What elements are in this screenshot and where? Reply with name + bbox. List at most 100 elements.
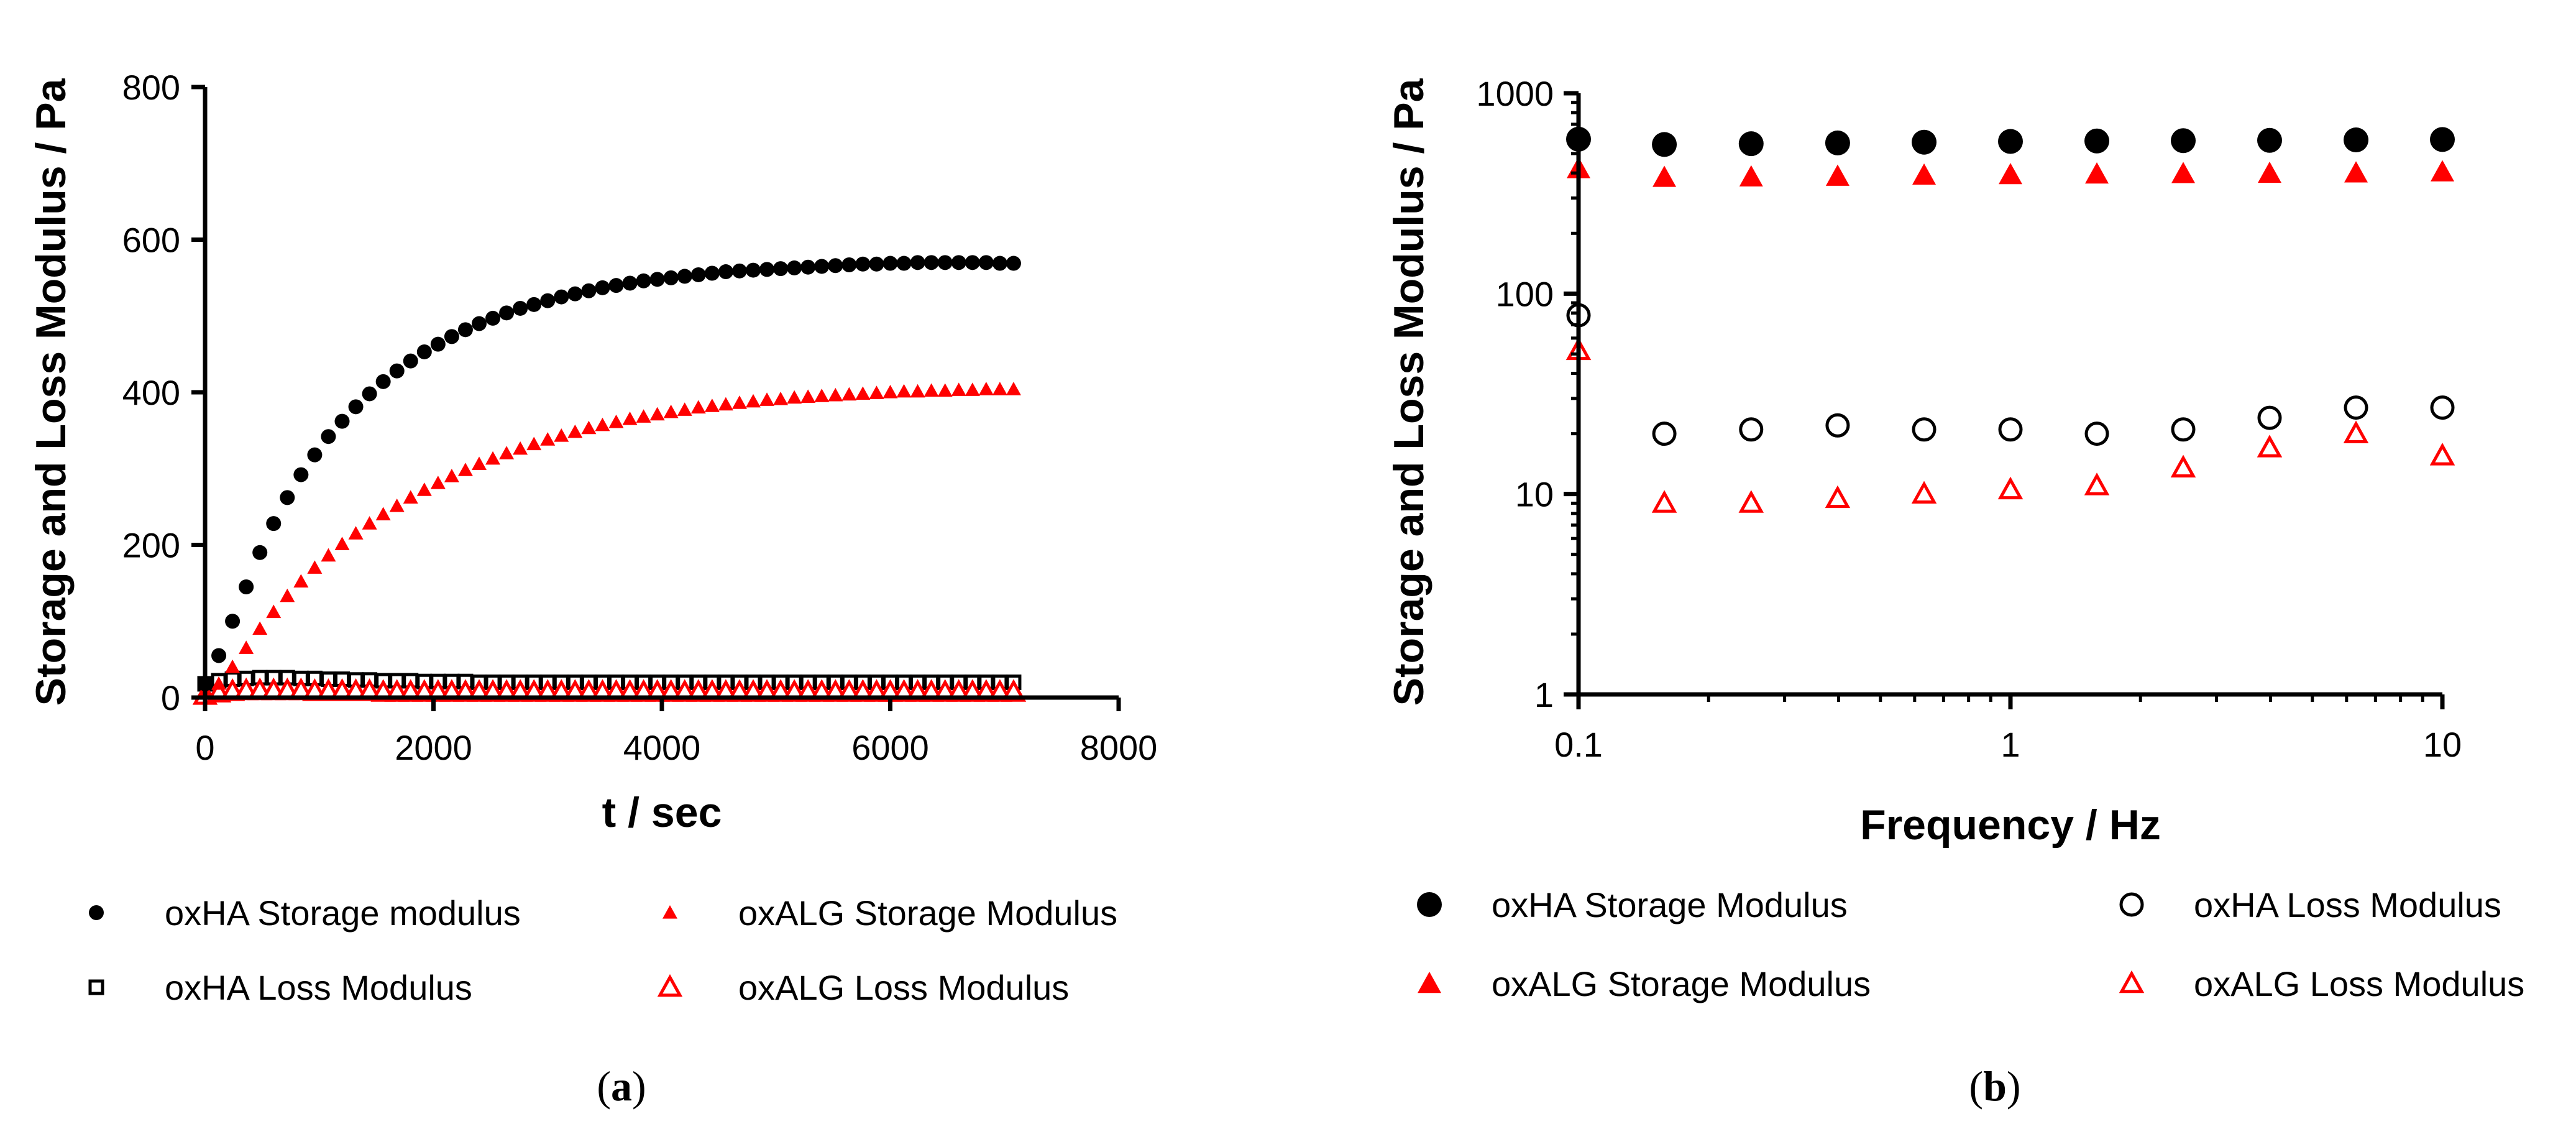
chart-b-point-oxalg-storage-modulus [2171, 162, 2196, 183]
chart-b-point-oxalg-storage-modulus [1739, 165, 1763, 187]
chart-a-legend-marker-oxalg-storage-modulus [662, 905, 677, 919]
chart-b-point-oxha-loss-modulus [2430, 395, 2455, 420]
chart-a-point-oxha-storage-modulus [718, 264, 733, 280]
chart-a-point-oxha-storage-modulus [855, 256, 871, 272]
chart-b-legend: oxHA Storage Modulus oxHA Loss Modulus oxA… [1417, 885, 2524, 1003]
chart-a-point-oxha-storage-modulus [814, 259, 830, 274]
chart-b-x-tick-label: 10 [2423, 725, 2462, 764]
chart-a-point-oxha-storage-modulus [800, 259, 816, 275]
chart-b-point-oxalg-storage-modulus [1999, 163, 2022, 185]
chart-b-point-oxha-storage-modulus [1738, 131, 1764, 157]
chart-a-point-oxalg-storage-modulus [663, 404, 679, 418]
chart-a-point-oxha-storage-modulus [787, 260, 802, 275]
chart-a-point-oxalg-storage-modulus [457, 463, 473, 476]
chart-b-caption: (b) [1969, 1062, 2020, 1110]
chart-a-point-oxha-storage-modulus [375, 374, 391, 389]
chart-b-point-oxha-loss-modulus [2344, 395, 2368, 420]
chart-b-point-oxha-storage-modulus [2171, 128, 2196, 154]
chart-a-point-oxha-storage-modulus [526, 297, 542, 312]
chart-b-y-tick-label: 10 [1515, 475, 1554, 514]
chart-a-point-oxalg-storage-modulus [444, 469, 459, 482]
chart-b-point-oxalg-storage-modulus [2257, 161, 2281, 183]
chart-a-point-oxalg-storage-modulus [841, 387, 857, 401]
chart-b-legend-label: oxHA Loss Modulus [2194, 885, 2501, 924]
chart-a-point-oxalg-storage-modulus [924, 383, 939, 397]
chart-a-point-oxha-storage-modulus [965, 255, 980, 270]
chart-b-legend-label: oxALG Loss Modulus [2194, 964, 2524, 1003]
chart-a-point-oxha-storage-modulus [937, 255, 953, 270]
chart-b-point-oxalg-loss-modulus [2170, 454, 2196, 477]
chart-a-point-oxalg-storage-modulus [567, 424, 583, 438]
chart-a-point-oxha-storage-modulus [677, 269, 692, 284]
chart-a-point-oxalg-storage-modulus [252, 621, 268, 635]
chart-b-legend-marker-oxalg-loss-modulus [2119, 970, 2145, 993]
chart-a-point-oxalg-storage-modulus [978, 382, 994, 395]
chart-a-point-oxha-storage-modulus [841, 257, 857, 273]
chart-b-legend-marker-oxha-storage-modulus [1417, 892, 1442, 917]
chart-b-point-oxha-loss-modulus [2171, 417, 2196, 442]
chart-a-point-oxha-storage-modulus [882, 256, 898, 271]
chart-b-legend-label: oxALG Storage Modulus [1492, 964, 1871, 1003]
chart-a-point-oxalg-storage-modulus [348, 526, 364, 540]
chart-a-y-tick-label: 400 [122, 373, 180, 412]
chart-a-point-oxalg-storage-modulus [896, 384, 912, 398]
chart-a-point-oxha-storage-modulus [252, 545, 268, 560]
chart-a-point-oxalg-storage-modulus [293, 574, 309, 588]
chart-a-point-oxha-storage-modulus [910, 255, 925, 270]
chart-a-point-oxalg-storage-modulus [499, 446, 515, 459]
chart-b-legend-label: oxHA Storage Modulus [1492, 885, 1848, 924]
chart-a-point-oxha-storage-modulus [595, 280, 610, 295]
chart-a-point-oxalg-storage-modulus [266, 604, 282, 619]
chart-a-point-oxha-storage-modulus [293, 467, 309, 482]
chart-a-point-oxha-storage-modulus [513, 300, 528, 316]
chart-a-point-oxalg-storage-modulus [389, 498, 405, 512]
chart-a-point-oxha-storage-modulus [663, 270, 679, 285]
chart-a-point-oxha-storage-modulus [978, 255, 994, 270]
chart-b-point-oxha-storage-modulus [1652, 132, 1677, 157]
chart-a-point-oxha-storage-modulus [225, 614, 241, 629]
chart-b-point-oxalg-loss-modulus [1997, 476, 2024, 500]
chart-a-point-oxha-storage-modulus [485, 310, 501, 326]
chart-a-point-oxalg-storage-modulus [1006, 382, 1021, 395]
chart-a-point-oxalg-storage-modulus [746, 394, 761, 408]
chart-a-point-oxalg-storage-modulus [375, 507, 391, 520]
chart-a-point-oxha-storage-modulus [472, 316, 487, 331]
chart-b-point-oxha-storage-modulus [2430, 127, 2455, 152]
chart-a-point-oxha-storage-modulus [321, 429, 336, 445]
chart-b-point-oxalg-loss-modulus [2343, 420, 2369, 443]
chart-a-point-oxha-storage-modulus [540, 293, 556, 308]
chart-a-x-tick-label: 4000 [623, 728, 701, 767]
chart-a-point-oxha-storage-modulus [416, 344, 432, 359]
chart-a-point-oxha-storage-modulus [690, 267, 706, 282]
chart-a-caption: (a) [597, 1062, 646, 1110]
chart-b-point-oxha-loss-modulus [1912, 417, 1937, 442]
chart-a-point-oxalg-storage-modulus [882, 385, 898, 399]
chart-a-point-oxalg-storage-modulus [540, 432, 556, 446]
chart-a-point-oxha-storage-modulus [239, 579, 254, 595]
chart-a-x-tick-label: 0 [195, 728, 214, 767]
chart-a-x-tick-label: 2000 [395, 728, 472, 767]
chart-a-point-oxalg-storage-modulus [800, 389, 816, 403]
chart-a-point-oxalg-storage-modulus [581, 420, 597, 435]
chart-b-y-tick-label: 1 [1534, 675, 1554, 714]
chart-a-point-oxalg-storage-modulus [951, 382, 966, 396]
chart-b-y-tick-label: 100 [1496, 274, 1554, 313]
chart-a-point-oxha-storage-modulus [554, 289, 569, 305]
chart-a-legend-marker-oxha-storage-modulus [89, 905, 104, 920]
chart-a-point-oxalg-storage-modulus [225, 659, 241, 673]
chart-b-point-oxalg-loss-modulus [2257, 435, 2283, 458]
chart-b-point-oxha-storage-modulus [2084, 128, 2110, 154]
chart-a-point-oxalg-storage-modulus [690, 400, 706, 414]
chart-a-point-oxha-storage-modulus [896, 256, 912, 271]
chart-a-point-oxalg-storage-modulus [334, 537, 350, 550]
chart-b-point-oxalg-loss-modulus [1651, 490, 1677, 513]
chart-a-point-oxalg-storage-modulus [608, 414, 624, 428]
chart-a-point-oxalg-storage-modulus [554, 428, 569, 442]
chart-a-point-oxalg-storage-modulus [472, 456, 487, 470]
chart-a-x-tick-label: 6000 [851, 728, 929, 767]
chart-b-point-oxalg-loss-modulus [2429, 443, 2455, 466]
chart-a-point-oxha-storage-modulus [924, 255, 939, 270]
chart-b-x-tick-label: 1 [2001, 725, 2020, 764]
